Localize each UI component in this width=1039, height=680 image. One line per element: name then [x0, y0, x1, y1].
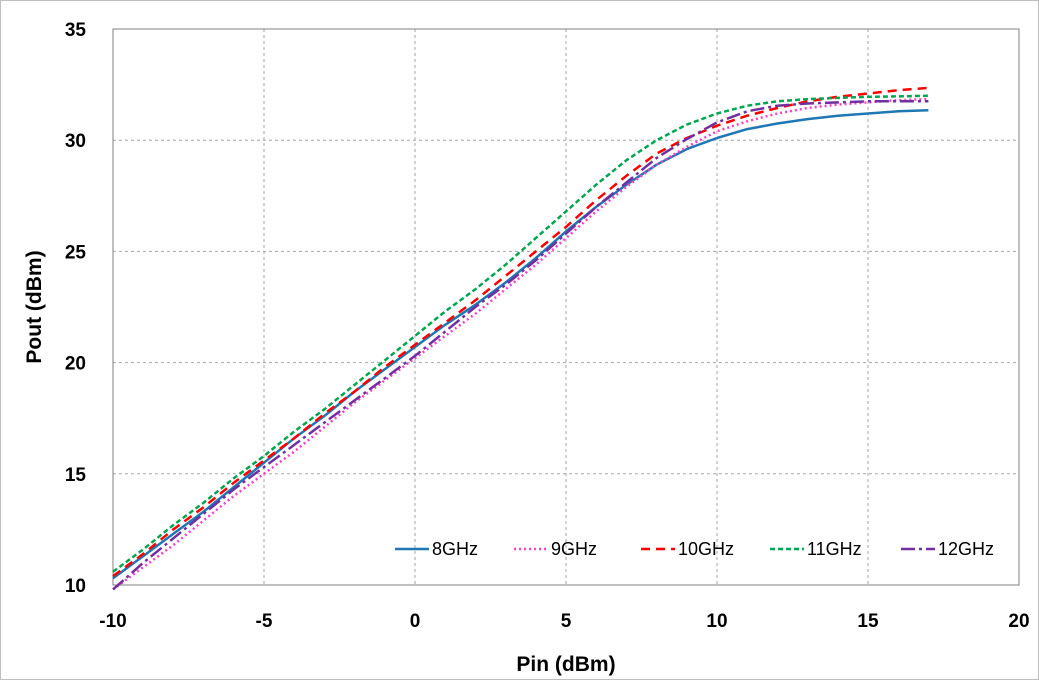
- y-axis-title: Pout (dBm): [23, 250, 46, 363]
- legend-label: 12GHz: [938, 539, 994, 559]
- y-tick-label: 15: [65, 465, 87, 486]
- series-line-12GHz: [112, 100, 929, 591]
- y-tick-label: 20: [65, 354, 86, 375]
- y-tick-label: 35: [65, 20, 87, 41]
- y-tick-labels: 10 15 20 25 30 35: [65, 20, 87, 597]
- legend-label: 8GHz: [432, 539, 478, 559]
- series-line-8GHz: [112, 108, 929, 580]
- legend-label: 9GHz: [551, 539, 597, 559]
- x-axis-title: Pin (dBm): [516, 653, 615, 676]
- series-lines: [112, 86, 929, 591]
- series-line-9GHz: [112, 97, 929, 591]
- x-tick-label: -10: [99, 611, 126, 632]
- y-tick-label: 25: [65, 242, 87, 263]
- x-tick-labels: -10 -5 0 5 10 15 20: [99, 611, 1029, 632]
- plot-area: [112, 28, 1020, 586]
- legend: 8GHz 9GHz 10GHz 11GHz 12GHz: [395, 539, 994, 559]
- series-line-11GHz: [112, 94, 929, 573]
- y-tick-label: 10: [65, 576, 86, 597]
- legend-label: 10GHz: [678, 539, 734, 559]
- x-tick-label: 5: [561, 611, 572, 632]
- x-tick-label: 0: [410, 611, 421, 632]
- x-tick-label: -5: [256, 611, 273, 632]
- x-tick-label: 15: [857, 611, 879, 632]
- y-tick-label: 30: [65, 131, 86, 152]
- series-line-10GHz: [112, 86, 929, 578]
- legend-label: 11GHz: [807, 539, 862, 559]
- x-tick-label: 20: [1008, 611, 1029, 632]
- x-tick-label: 10: [706, 611, 727, 632]
